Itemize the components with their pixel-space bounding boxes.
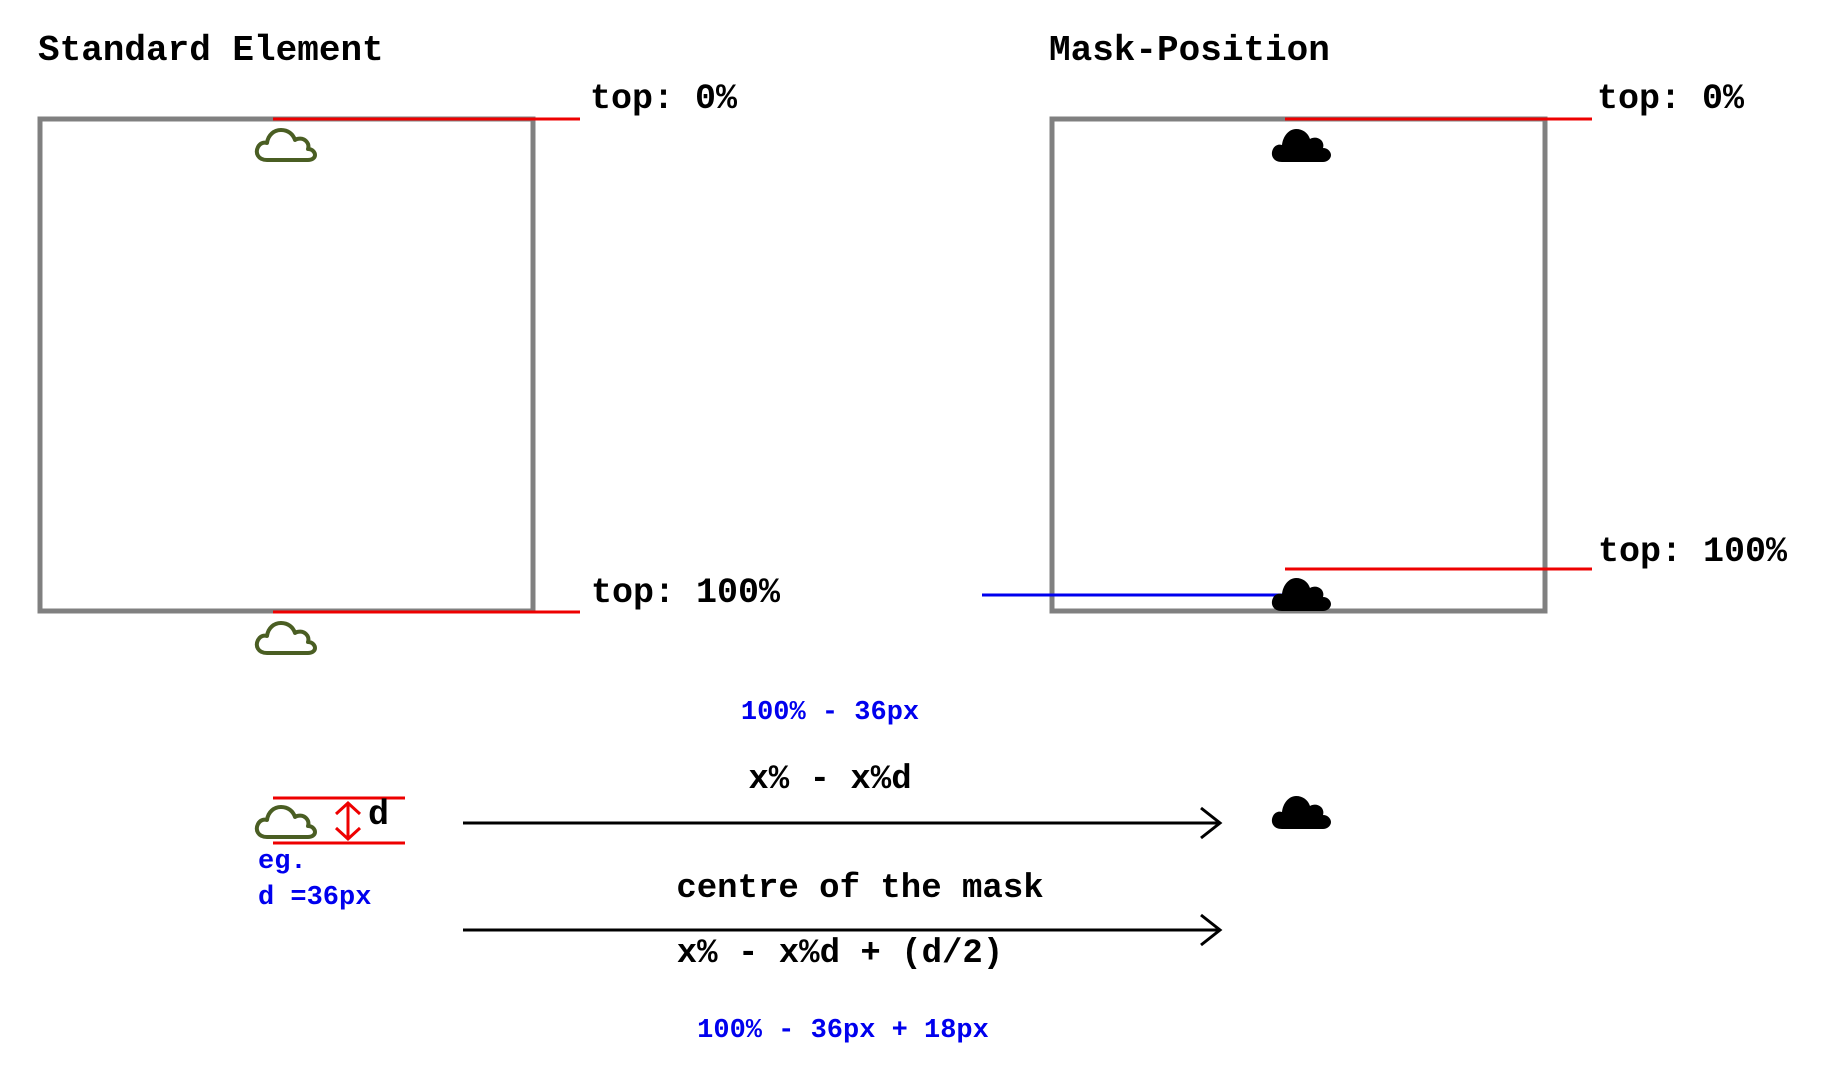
- formula-2-text: x% - x%d + (d/2): [677, 935, 1003, 973]
- cloud-solid-icon: [1271, 129, 1331, 162]
- mask-top-0-label: top: 0%: [1597, 79, 1745, 119]
- d-label: d: [368, 795, 389, 835]
- example-line-2: d =36px: [258, 883, 371, 913]
- mask-position-box: [1049, 116, 1548, 614]
- mask-position-title: Mask-Position: [1049, 30, 1330, 71]
- arrow-right-icon: [463, 806, 1223, 840]
- caption-2-text: centre of the mask: [676, 870, 1043, 908]
- mask-top-100-label: top: 100%: [1598, 532, 1788, 572]
- cloud-outline-icon: [257, 807, 315, 837]
- cloud-solid-icon: [1271, 796, 1331, 829]
- cloud-outline-icon: [257, 623, 315, 653]
- std-top-0-label: top: 0%: [590, 79, 738, 119]
- example-line-1: eg.: [258, 847, 307, 877]
- cloud-solid-icon: [1271, 578, 1331, 611]
- cloud-outline-icon: [257, 130, 315, 160]
- formula-1-text: x% - x%d: [748, 761, 911, 799]
- double-headed-arrow-icon: [334, 800, 362, 842]
- standard-element-box: [37, 116, 536, 614]
- std-top-100-label: top: 100%: [591, 573, 781, 613]
- standard-element-title: Standard Element: [38, 30, 384, 71]
- example-1-text: 100% - 36px: [741, 698, 919, 728]
- example-2-text: 100% - 36px + 18px: [697, 1016, 989, 1046]
- arrow-right-icon: [463, 913, 1223, 947]
